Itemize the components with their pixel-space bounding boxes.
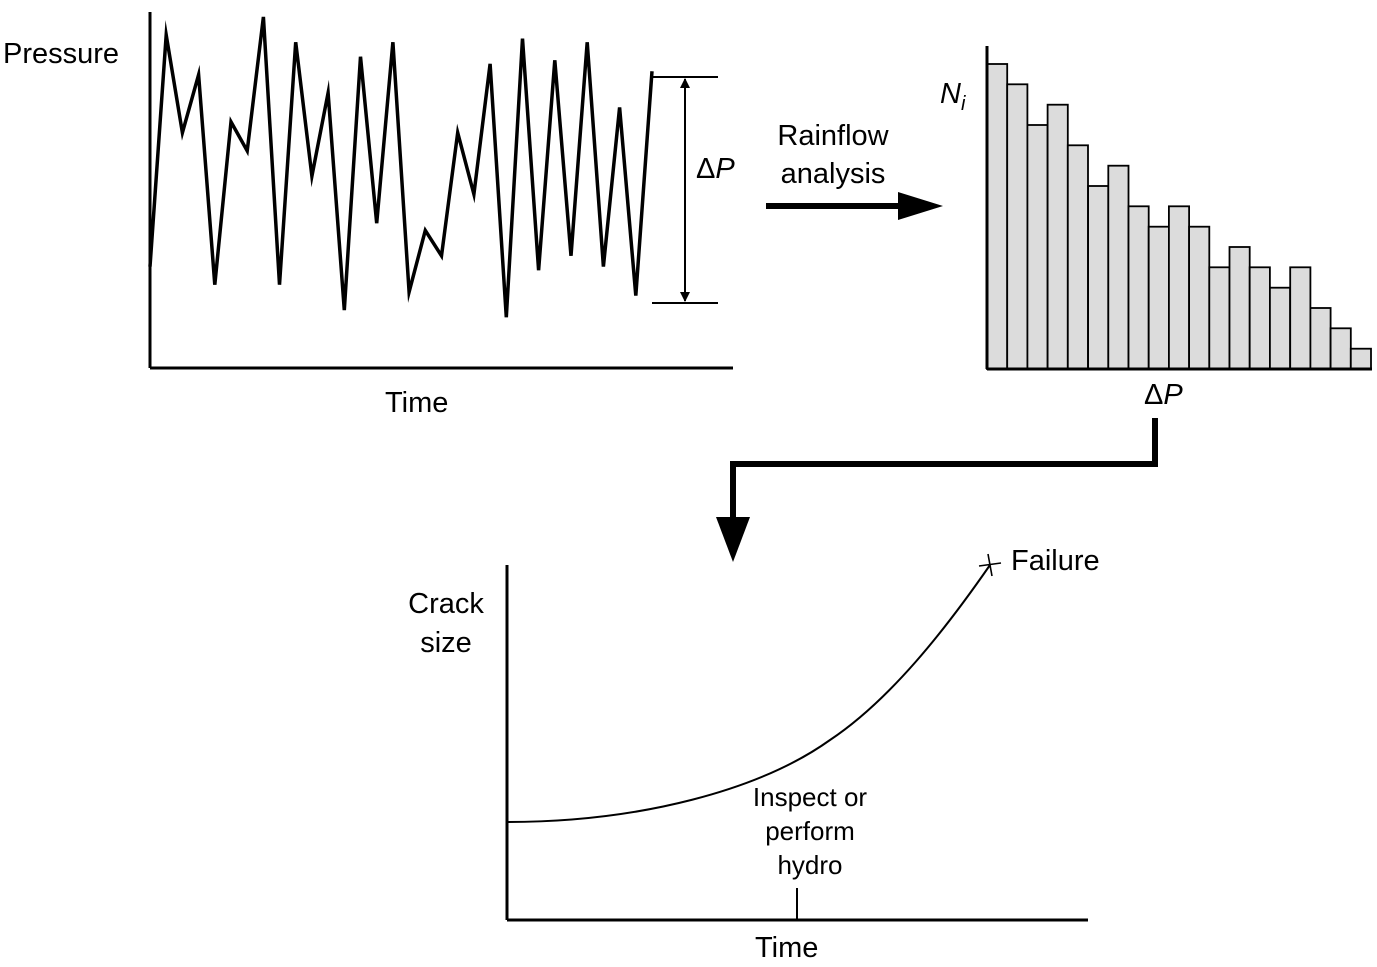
pressure-axis-label: Pressure	[3, 38, 120, 70]
rainflow-label: Rainflow analysis	[768, 117, 898, 193]
histogram-bar	[1006, 83, 1029, 370]
histogram-panel	[985, 46, 1372, 371]
pressure-time-axis-label: Time	[385, 387, 449, 419]
crack-growth-curve	[506, 564, 991, 823]
histogram-bar	[1087, 185, 1110, 370]
histogram-bar	[1127, 205, 1150, 370]
inspect-label: Inspect or perform hydro	[730, 780, 890, 882]
histogram-bar	[1269, 286, 1292, 370]
crack-size-label: Crack size	[396, 585, 496, 663]
elbow-arrow	[716, 418, 1158, 562]
histogram-bar	[1046, 103, 1069, 370]
n-subscript: i	[960, 92, 966, 115]
histogram-bar	[1248, 266, 1271, 370]
pressure-panel	[148, 12, 733, 370]
rainflow-arrow	[766, 192, 943, 220]
histogram-bar	[1066, 144, 1089, 370]
histogram-bar	[1228, 246, 1251, 370]
histogram-delta-variable: P	[1163, 379, 1183, 411]
histogram-x-label: ΔP	[1144, 381, 1183, 410]
histogram-bar	[1026, 124, 1049, 370]
crack-panel	[505, 553, 1088, 922]
pressure-signal-line	[148, 16, 654, 318]
failure-marker	[978, 553, 1002, 577]
crack-size-label-line1: Crack	[408, 588, 484, 620]
failure-label: Failure	[1011, 545, 1100, 577]
histogram-bar	[1147, 225, 1170, 370]
inspect-label-line3: hydro	[777, 850, 843, 880]
inspect-label-line2: perform	[765, 816, 855, 846]
histogram-bar	[1107, 164, 1130, 370]
n-variable: N	[940, 78, 961, 110]
histogram-bar	[1289, 266, 1312, 370]
delta-symbol: Δ	[696, 153, 716, 185]
rainflow-label-line1: Rainflow	[777, 120, 889, 152]
inspect-label-line1: Inspect or	[752, 782, 868, 812]
histogram-bars	[986, 63, 1372, 370]
histogram-bar	[1349, 347, 1372, 370]
crack-size-label-line2: size	[420, 627, 472, 659]
histogram-bar	[1168, 205, 1191, 370]
histogram-delta-symbol: Δ	[1144, 379, 1164, 411]
histogram-bar	[1188, 225, 1211, 370]
crack-time-axis-label: Time	[755, 932, 819, 964]
histogram-bar	[1309, 307, 1332, 370]
delta-p-label: ΔP	[696, 155, 735, 184]
histogram-bar	[1329, 327, 1352, 370]
histogram-bar	[986, 63, 1009, 370]
histogram-bar	[1208, 266, 1231, 370]
rainflow-label-line2: analysis	[780, 158, 886, 190]
delta-variable: P	[715, 153, 735, 185]
histogram-y-label: Ni	[940, 80, 965, 114]
